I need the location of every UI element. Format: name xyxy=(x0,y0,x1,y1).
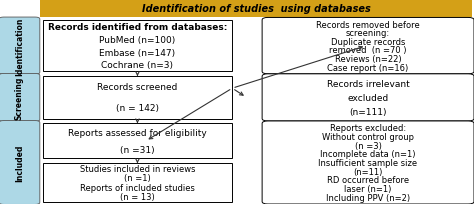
FancyBboxPatch shape xyxy=(43,21,232,72)
FancyBboxPatch shape xyxy=(262,74,474,121)
FancyBboxPatch shape xyxy=(43,77,232,119)
Text: (n =31): (n =31) xyxy=(120,145,155,154)
Text: Insufficient sample size: Insufficient sample size xyxy=(319,158,418,167)
Text: Identification: Identification xyxy=(15,17,24,75)
FancyBboxPatch shape xyxy=(0,74,40,122)
FancyBboxPatch shape xyxy=(262,121,474,204)
FancyBboxPatch shape xyxy=(0,121,40,204)
Text: Records removed before: Records removed before xyxy=(316,21,420,30)
Text: excluded: excluded xyxy=(347,93,389,102)
Text: Incomplete data (n=1): Incomplete data (n=1) xyxy=(320,150,416,159)
Text: Embase (n=147): Embase (n=147) xyxy=(100,48,175,57)
Text: Reviews (n=22): Reviews (n=22) xyxy=(335,55,401,64)
Text: (n=111): (n=111) xyxy=(349,108,387,116)
Text: Without control group: Without control group xyxy=(322,132,414,141)
Text: Screening: Screening xyxy=(15,76,24,120)
Text: (n = 13): (n = 13) xyxy=(120,192,155,201)
FancyBboxPatch shape xyxy=(262,18,474,74)
Text: (n =1): (n =1) xyxy=(124,173,151,182)
Text: removed  (n =70 ): removed (n =70 ) xyxy=(329,46,407,55)
Text: Including PPV (n=2): Including PPV (n=2) xyxy=(326,193,410,202)
Text: Records identified from databases:: Records identified from databases: xyxy=(48,23,227,32)
Text: RD occurred before: RD occurred before xyxy=(327,175,409,184)
Text: (n = 142): (n = 142) xyxy=(116,104,159,113)
Text: Records irrelevant: Records irrelevant xyxy=(327,79,410,88)
Text: Cochrane (n=3): Cochrane (n=3) xyxy=(101,61,173,70)
Text: Reports assessed for eligibility: Reports assessed for eligibility xyxy=(68,128,207,137)
Text: laser (n=1): laser (n=1) xyxy=(345,184,392,193)
Text: Included: Included xyxy=(15,144,24,181)
Text: Reports excluded:: Reports excluded: xyxy=(330,124,406,133)
Text: (n=11): (n=11) xyxy=(354,167,383,176)
FancyBboxPatch shape xyxy=(0,18,40,75)
Text: Duplicate records: Duplicate records xyxy=(331,38,405,47)
Text: (n =3): (n =3) xyxy=(355,141,382,150)
FancyBboxPatch shape xyxy=(43,124,232,159)
Text: screening:: screening: xyxy=(346,29,390,38)
FancyBboxPatch shape xyxy=(43,164,232,202)
Text: PubMed (n=100): PubMed (n=100) xyxy=(100,35,175,44)
Text: Case report (n=16): Case report (n=16) xyxy=(328,63,409,72)
Text: Records screened: Records screened xyxy=(97,83,178,92)
Text: Identification of studies  using databases: Identification of studies using database… xyxy=(142,4,370,14)
Text: Reports of included studies: Reports of included studies xyxy=(80,183,195,192)
Text: Studies included in reviews: Studies included in reviews xyxy=(80,164,195,173)
FancyBboxPatch shape xyxy=(40,0,472,18)
